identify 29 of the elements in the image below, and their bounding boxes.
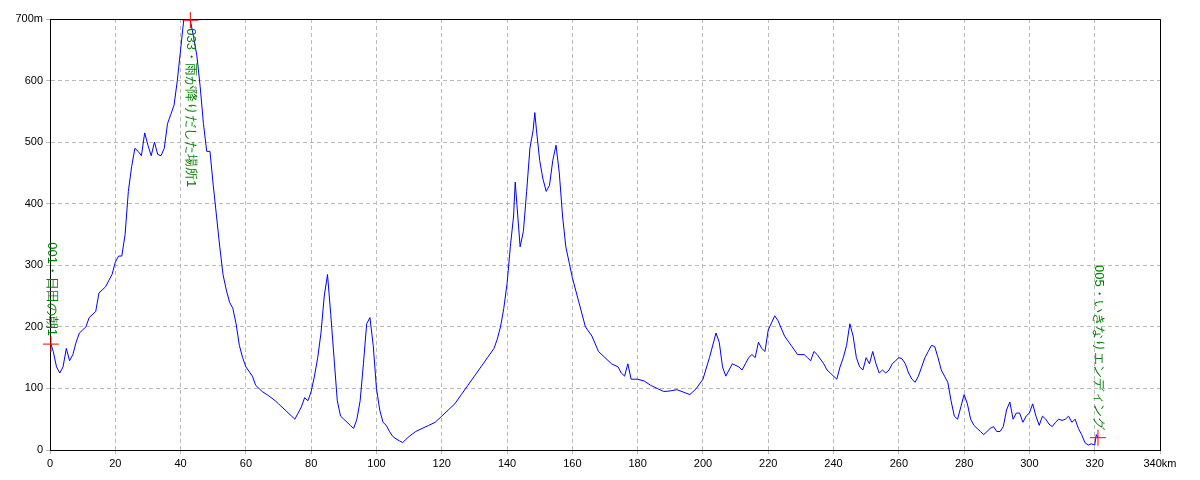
y-tick-label: 700m — [15, 12, 43, 25]
annotation: 005・いきなりエンディング — [1091, 265, 1107, 431]
y-tick-label: 400 — [24, 196, 43, 209]
annotation: 033・雨が降りだした場所1 — [184, 28, 200, 188]
x-tick-label: 100 — [367, 456, 386, 469]
y-tick-label: 300 — [24, 258, 43, 271]
x-tick-label: 80 — [305, 456, 318, 469]
x-tick-label: 60 — [239, 456, 253, 469]
x-tick-label: 300 — [1020, 456, 1039, 469]
x-tick-label: 20 — [109, 456, 122, 469]
x-tick-label: 140 — [497, 456, 517, 469]
x-tick-label: 260 — [889, 456, 908, 469]
x-tick-label: 240 — [824, 456, 843, 469]
x-tick-label: 160 — [563, 456, 582, 469]
x-tick-label: 280 — [954, 456, 974, 469]
x-tick-label: 340km — [1143, 456, 1177, 469]
x-tick-label: 180 — [628, 456, 647, 469]
y-tick-label: 500 — [24, 135, 43, 148]
x-tick-label: 40 — [174, 456, 187, 469]
x-tick-label: 220 — [759, 456, 778, 469]
annotation: 001・日田の朝1 — [44, 242, 60, 337]
x-tick-label: 320 — [1085, 456, 1104, 469]
x-tick-label: 0 — [46, 456, 54, 469]
y-tick-label: 0 — [36, 443, 43, 456]
y-tick-label: 100 — [24, 381, 43, 394]
y-tick-label: 600 — [24, 73, 43, 86]
y-tick-label: 200 — [24, 319, 43, 332]
x-tick-label: 120 — [432, 456, 451, 469]
x-tick-label: 200 — [693, 456, 713, 469]
